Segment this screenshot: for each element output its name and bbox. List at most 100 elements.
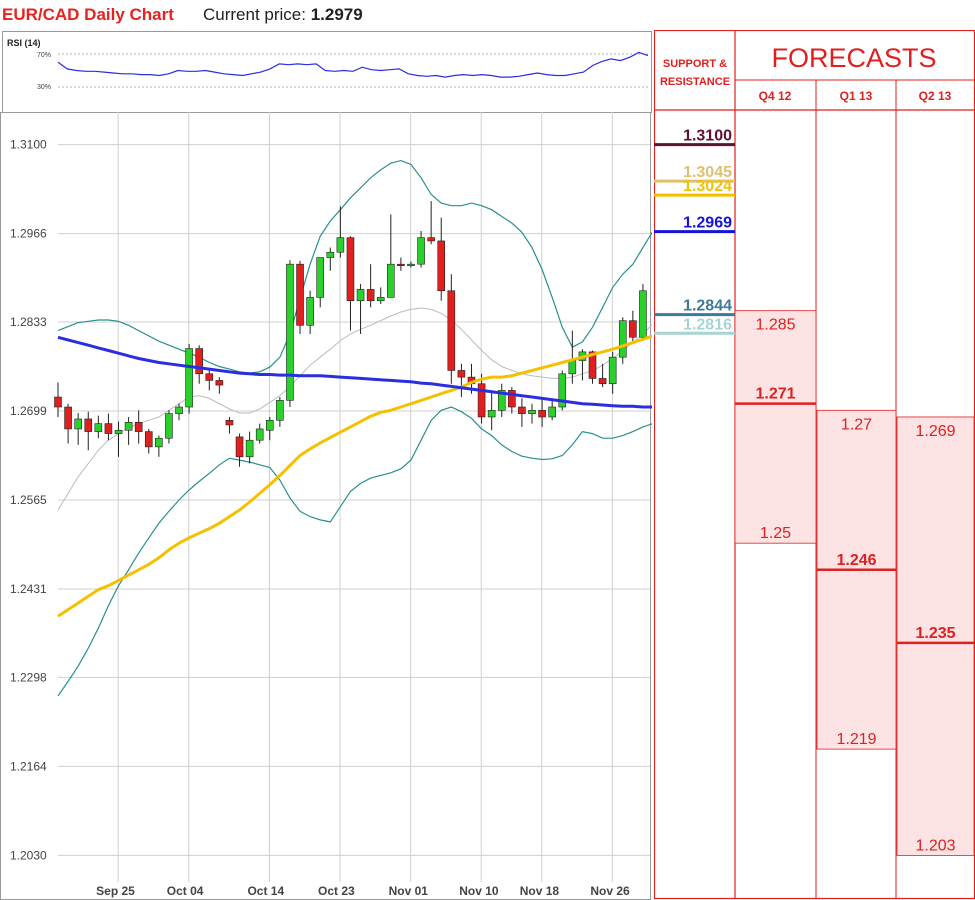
x-tick-label: Oct 23 xyxy=(318,884,355,898)
bullish-candle xyxy=(487,410,496,418)
rsi-lower-label: 30% xyxy=(37,84,52,91)
bollinger-lower-line xyxy=(57,406,652,697)
y-tick-label: 1.2298 xyxy=(10,670,47,684)
forecast-mid-label: 1.235 xyxy=(915,625,955,642)
bearish-candle xyxy=(538,410,546,418)
bollinger-upper-line xyxy=(57,159,652,374)
bearish-candle xyxy=(588,351,597,379)
ma-yellow-line xyxy=(57,334,652,618)
y-tick-label: 1.2164 xyxy=(10,759,47,773)
bearish-candle xyxy=(84,418,93,432)
support-resistance-header-2: RESISTANCE xyxy=(660,76,730,88)
forecast-low-label: 1.203 xyxy=(915,837,955,854)
forecast-column-header: Q1 13 xyxy=(840,89,873,103)
bearish-candle xyxy=(427,237,435,242)
bearish-candle xyxy=(205,373,214,381)
forecasts-title: FORECASTS xyxy=(771,43,936,73)
rsi-title: RSI (14) xyxy=(7,38,41,48)
forecast-high-label: 1.27 xyxy=(841,416,872,433)
bearish-candle xyxy=(134,421,143,432)
sr-level-label: 1.2844 xyxy=(683,298,732,315)
forecast-column-header: Q2 13 xyxy=(919,89,952,103)
bearish-candle xyxy=(437,240,446,292)
forecast-range-band xyxy=(734,310,817,544)
rsi-upper-label: 70% xyxy=(37,52,52,59)
bearish-candle xyxy=(397,263,405,266)
bearish-candle xyxy=(235,436,244,458)
forecast-range-band xyxy=(816,409,897,750)
bearish-candle xyxy=(144,431,153,448)
bullish-candle xyxy=(265,419,274,431)
sr-level-label: 1.2816 xyxy=(683,316,732,333)
bullish-candle xyxy=(558,373,567,408)
bearish-candle xyxy=(195,348,203,375)
x-tick-label: Nov 01 xyxy=(389,884,429,898)
x-tick-label: Oct 04 xyxy=(167,884,204,898)
forecast-low-label: 1.219 xyxy=(836,731,876,748)
bearish-candle xyxy=(629,320,637,338)
sr-level-label: 1.2969 xyxy=(683,215,732,232)
forecast-range-band xyxy=(896,416,975,856)
bullish-candle xyxy=(185,348,193,408)
sr-level-label: 1.3100 xyxy=(683,128,732,145)
bullish-candle xyxy=(316,257,325,298)
bullish-candle xyxy=(165,413,173,439)
bullish-candle xyxy=(639,290,647,338)
current-price-text: Current price: xyxy=(203,5,306,24)
ma-blue-line xyxy=(57,335,652,409)
bearish-candle xyxy=(104,423,113,434)
bullish-candle xyxy=(255,428,264,441)
bullish-candle xyxy=(608,356,617,385)
bullish-candle xyxy=(528,410,536,414)
current-price-label: Current price: 1.2979 xyxy=(203,5,363,25)
bullish-candle xyxy=(114,429,123,434)
bullish-candle xyxy=(286,263,294,401)
x-tick-label: Nov 18 xyxy=(520,884,560,898)
y-tick-label: 1.2030 xyxy=(10,848,47,862)
bullish-candle xyxy=(417,237,425,265)
y-tick-label: 1.2966 xyxy=(10,227,47,241)
bearish-candle xyxy=(64,406,72,430)
bullish-candle xyxy=(618,320,627,358)
y-tick-label: 1.2431 xyxy=(10,582,47,596)
x-tick-label: Nov 10 xyxy=(459,884,499,898)
rsi-plot xyxy=(57,51,649,88)
forecast-high-label: 1.285 xyxy=(755,317,795,334)
plot-frame xyxy=(0,112,651,900)
y-tick-label: 1.2699 xyxy=(10,404,47,418)
bullish-candle xyxy=(376,297,385,302)
bearish-candle xyxy=(366,289,375,302)
bullish-candle xyxy=(94,423,103,432)
bullish-candle xyxy=(74,418,82,430)
rsi-line xyxy=(57,51,649,78)
y-tick-label: 1.2565 xyxy=(10,493,47,507)
bullish-candle xyxy=(175,406,183,414)
x-tick-label: Sep 25 xyxy=(96,884,135,898)
rsi-panel: RSI (14) 70% 30% xyxy=(2,31,652,113)
y-tick-label: 1.2833 xyxy=(10,315,47,329)
forecast-high-label: 1.269 xyxy=(915,423,955,440)
sr-level-label: 1.3045 xyxy=(683,164,732,181)
bearish-candle xyxy=(447,290,456,371)
bullish-candle xyxy=(387,263,395,298)
bullish-candle xyxy=(306,297,314,326)
bullish-candle xyxy=(548,406,556,418)
bullish-candle xyxy=(155,437,163,448)
bullish-candle xyxy=(356,289,365,302)
bearish-candle xyxy=(508,390,516,408)
x-tick-label: Oct 14 xyxy=(247,884,284,898)
bullish-candle xyxy=(336,237,345,253)
bearish-candle xyxy=(225,419,234,426)
bearish-candle xyxy=(296,263,304,326)
forecast-mid-label: 1.271 xyxy=(755,386,795,403)
forecast-panel: SUPPORT & RESISTANCE FORECASTS Q4 12 Q1 13 Q2… xyxy=(654,30,975,900)
bearish-candle xyxy=(54,396,62,408)
bearish-candle xyxy=(477,383,486,418)
bearish-candle xyxy=(457,370,466,378)
bullish-candle xyxy=(497,390,506,411)
bullish-candle xyxy=(124,421,133,431)
support-resistance-header: SUPPORT & xyxy=(663,58,727,70)
bearish-candle xyxy=(518,406,526,414)
forecast-column-header: Q4 12 xyxy=(759,89,792,103)
bearish-candle xyxy=(346,237,355,302)
